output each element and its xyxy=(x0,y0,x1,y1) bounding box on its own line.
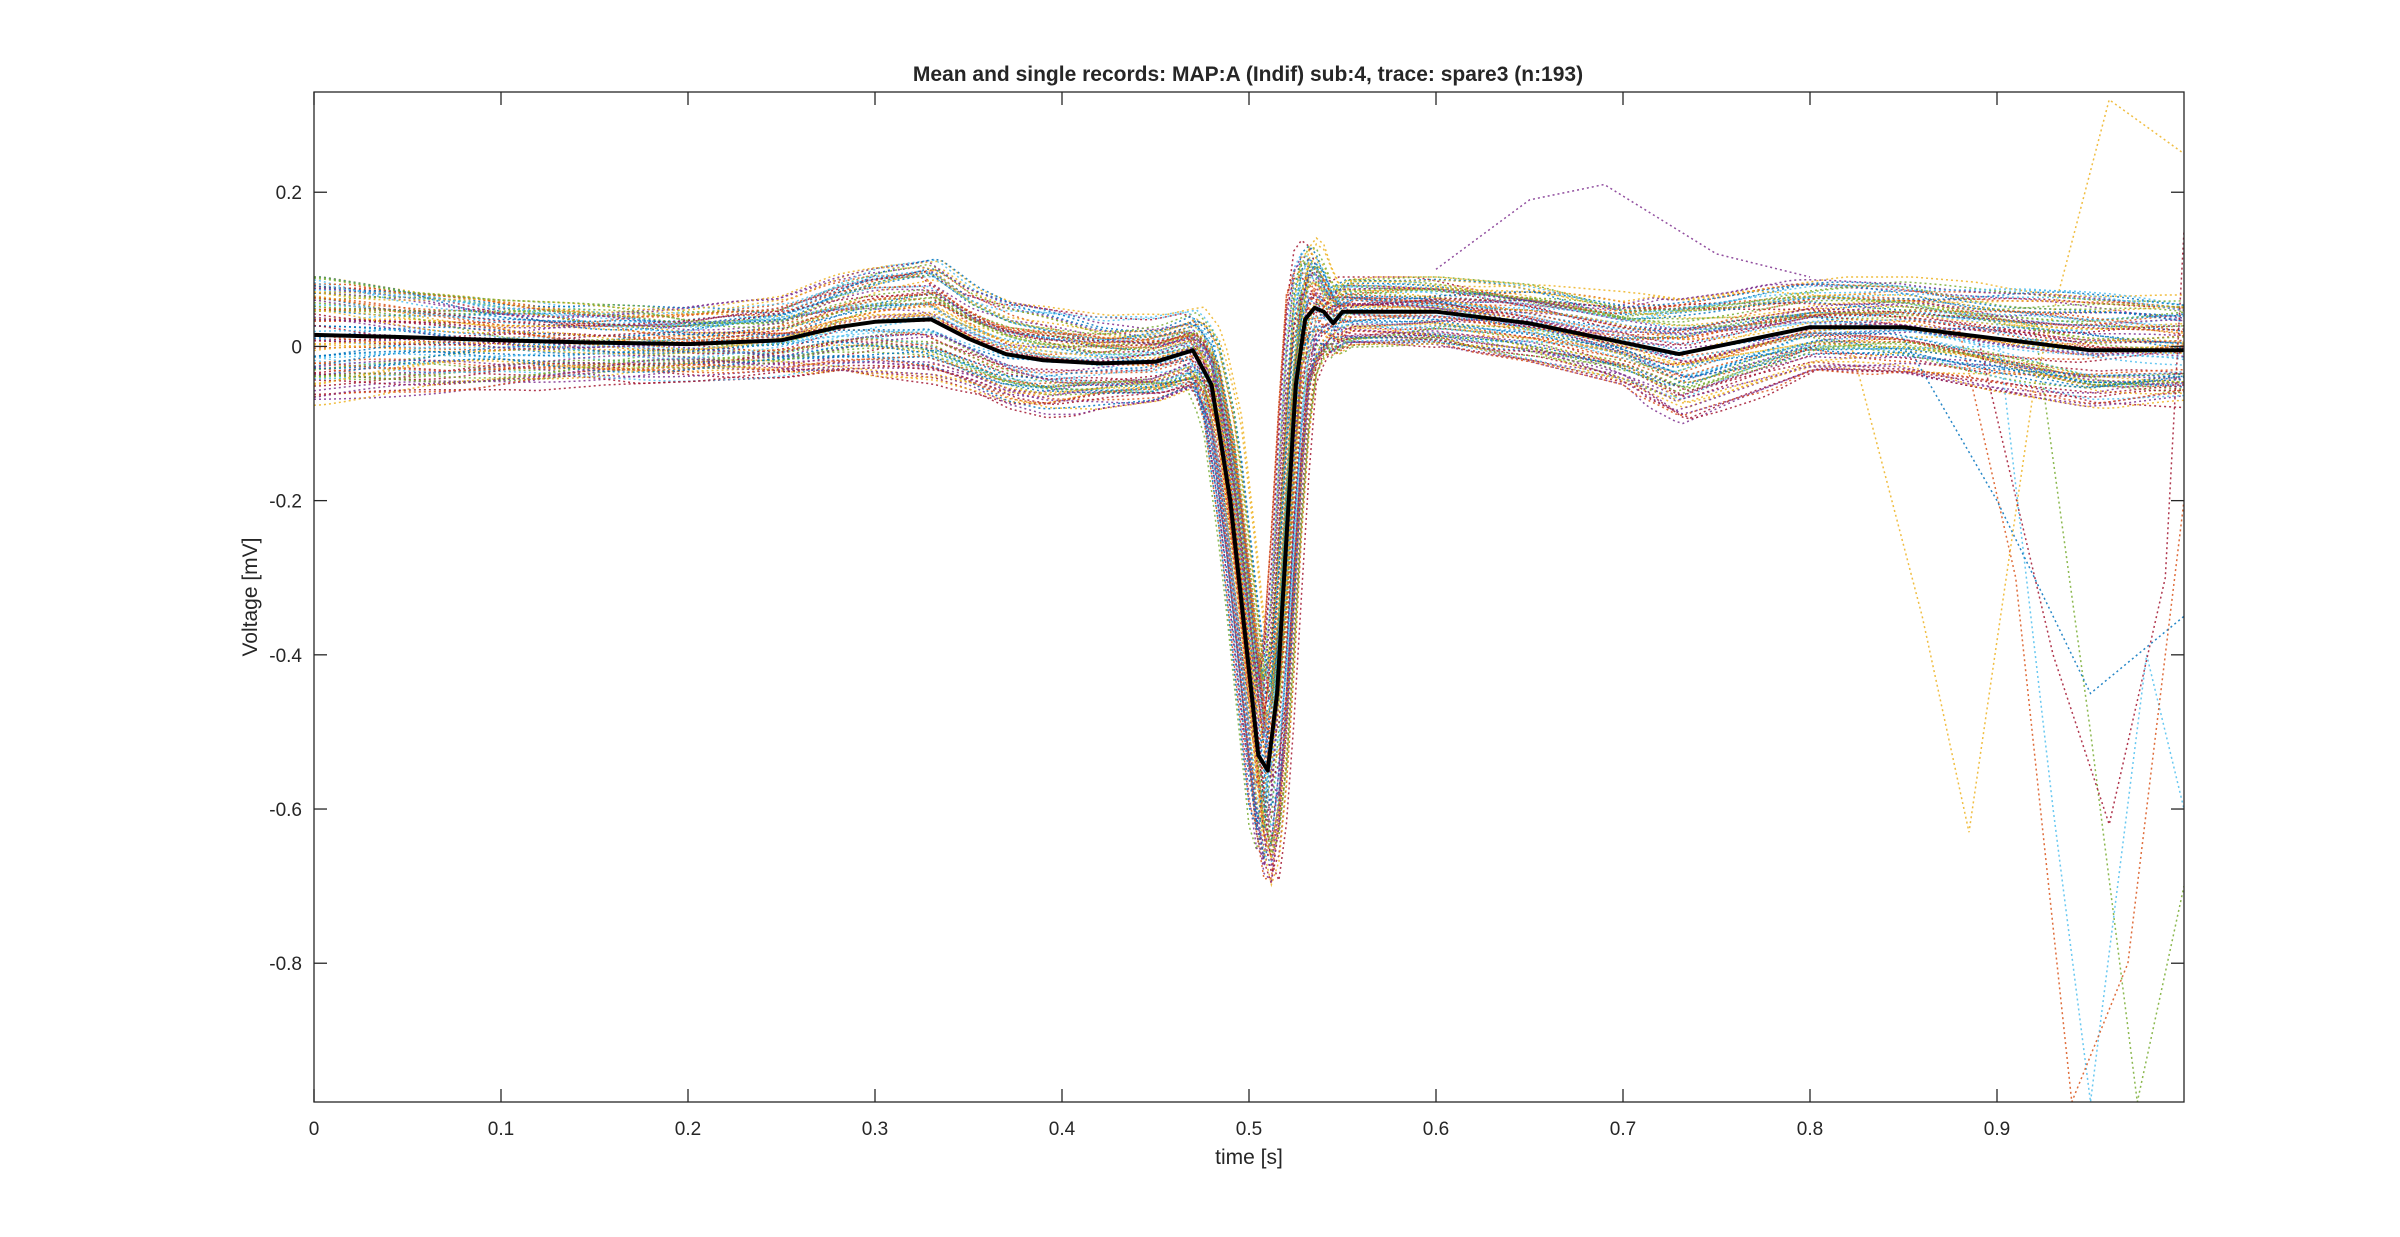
y-tick-label: 0 xyxy=(291,337,302,358)
single-record-line xyxy=(314,317,2184,822)
y-tick-label: -0.6 xyxy=(269,800,302,821)
single-record-line xyxy=(314,293,2184,737)
single-record-line xyxy=(314,249,2184,679)
x-tick-label: 0.9 xyxy=(1984,1119,2010,1140)
single-record-line xyxy=(314,274,2184,702)
y-axis-label: Voltage [mV] xyxy=(239,537,262,656)
single-record-line xyxy=(1996,323,2184,1102)
x-tick-label: 0.4 xyxy=(1049,1119,1076,1140)
single-record-line xyxy=(314,257,2184,682)
single-record-line xyxy=(314,270,2184,710)
x-axis: 0 0.1 0.2 0.3 0.4 0.5 0.6 0.7 0.8 0.9 xyxy=(309,92,2010,1140)
single-record-line xyxy=(314,236,2184,677)
single-record-line xyxy=(314,341,2184,860)
single-record-line xyxy=(314,329,2184,860)
y-tick-label: 0.2 xyxy=(276,183,302,204)
single-record-line xyxy=(314,341,2184,869)
x-tick-label: 0.2 xyxy=(675,1119,701,1140)
single-record-line xyxy=(1846,98,2184,833)
single-record-line xyxy=(314,313,2184,767)
single-record-line xyxy=(314,267,2184,690)
x-tick-label: 0.7 xyxy=(1610,1119,1636,1140)
single-record-line xyxy=(1977,230,2184,828)
y-axis: 0.2 0 -0.2 -0.4 -0.6 -0.8 xyxy=(269,183,2184,975)
single-record-line xyxy=(314,324,2184,856)
single-record-line xyxy=(314,340,2184,884)
single-record-line xyxy=(314,271,2184,712)
single-record-line xyxy=(314,336,2184,856)
single-record-line xyxy=(314,333,2184,869)
single-record-line xyxy=(314,301,2184,755)
single-record-line xyxy=(314,265,2184,701)
single-record-line xyxy=(314,301,2184,759)
y-tick-label: -0.8 xyxy=(269,954,302,975)
chart-title: Mean and single records: MAP:A (Indif) s… xyxy=(913,63,1583,86)
x-tick-label: 0.1 xyxy=(488,1119,514,1140)
single-record-line xyxy=(1958,330,2184,1102)
x-tick-label: 0.6 xyxy=(1423,1119,1449,1140)
single-record-line xyxy=(1435,183,1811,278)
x-tick-label: 0.5 xyxy=(1236,1119,1262,1140)
single-record-line xyxy=(314,258,2184,680)
mean-line xyxy=(314,305,2184,773)
single-record-line xyxy=(1902,338,2184,695)
single-record-line xyxy=(314,340,2184,880)
single-record-line xyxy=(314,329,2184,875)
single-record-line xyxy=(314,267,2184,688)
single-record-line xyxy=(314,252,2184,678)
single-record-line xyxy=(314,342,2184,888)
single-record-line xyxy=(314,262,2184,691)
mean-trace xyxy=(314,305,2184,773)
y-tick-label: -0.2 xyxy=(269,492,302,513)
x-axis-label: time [s] xyxy=(1215,1146,1283,1169)
single-record-line xyxy=(314,326,2184,858)
single-record-line xyxy=(2033,323,2184,1102)
single-record-line xyxy=(314,281,2184,718)
x-tick-label: 0 xyxy=(309,1119,320,1140)
single-record-line xyxy=(314,297,2184,742)
y-tick-label: -0.4 xyxy=(269,646,302,667)
x-tick-label: 0.3 xyxy=(862,1119,888,1140)
single-record-line xyxy=(314,282,2184,733)
x-tick-label: 0.8 xyxy=(1797,1119,1823,1140)
single-record-line xyxy=(314,318,2184,808)
